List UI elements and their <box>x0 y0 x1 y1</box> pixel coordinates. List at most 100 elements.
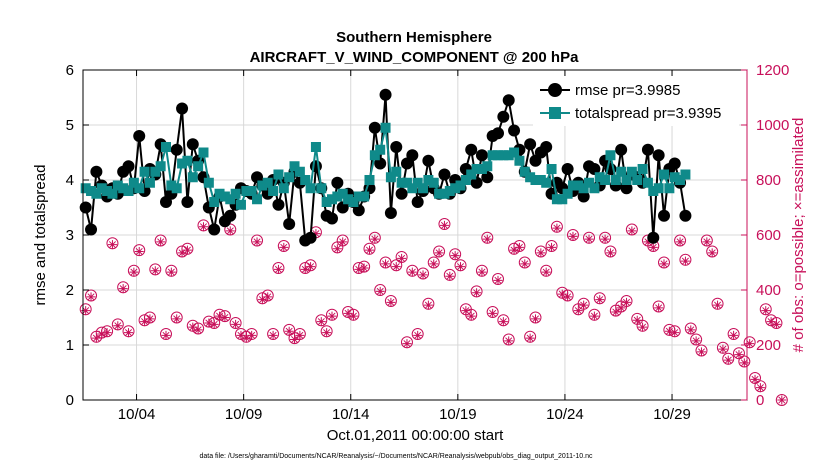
totalspread-point <box>476 164 487 174</box>
totalspread-point <box>669 172 680 183</box>
obs-assimilated-point <box>268 330 278 340</box>
obs-assimilated-point <box>209 319 219 329</box>
obs-assimilated-point <box>723 355 733 365</box>
obs-assimilated-point <box>664 326 674 336</box>
totalspread-point <box>348 197 359 207</box>
obs-assimilated-point <box>456 262 466 272</box>
rmse-point <box>465 143 478 156</box>
y2-tick-label: 1000 <box>756 117 789 134</box>
obs-assimilated-point <box>118 284 128 294</box>
totalspread-point <box>364 175 375 185</box>
obs-assimilated-point <box>755 383 765 393</box>
totalspread-point <box>230 188 241 199</box>
obs-assimilated-point <box>241 333 251 343</box>
obs-assimilated-point <box>713 300 723 310</box>
x-tick-label: 10/24 <box>546 406 584 423</box>
obs-assimilated-point <box>215 311 225 321</box>
chart-title: Southern Hemisphere <box>336 29 492 46</box>
obs-assimilated-point <box>739 358 749 368</box>
obs-assimilated-point <box>391 262 401 272</box>
obs-assimilated-point <box>472 288 482 298</box>
totalspread-point <box>423 175 434 185</box>
legend-box <box>533 76 739 126</box>
obs-assimilated-point <box>140 317 150 327</box>
totalspread-point <box>171 183 182 194</box>
obs-assimilated-point <box>386 297 396 307</box>
totalspread-point <box>203 177 214 188</box>
totalspread-point <box>509 147 520 158</box>
obs-assimilated-point <box>638 322 648 332</box>
totalspread-point <box>294 166 305 177</box>
totalspread-point <box>418 183 429 194</box>
rmse-point <box>170 143 183 156</box>
totalspread-point <box>123 186 134 196</box>
totalspread-point <box>321 197 332 207</box>
obs-assimilated-point <box>718 344 728 354</box>
obs-assimilated-point <box>204 318 214 328</box>
obs-assimilated-point <box>670 328 680 338</box>
obs-assimilated-point <box>161 330 171 340</box>
legend: rmse pr=3.9985 totalspread pr=3.9395 <box>533 76 739 126</box>
totalspread-point <box>214 188 225 199</box>
rmse-point <box>186 138 199 151</box>
obs-assimilated-point <box>134 247 144 256</box>
totalspread-point <box>439 188 450 199</box>
totalspread-point <box>305 183 316 194</box>
rmse-point <box>492 127 504 140</box>
obs-assimilated-point <box>536 248 546 258</box>
totalspread-point <box>498 150 509 161</box>
rmse-point <box>475 149 488 162</box>
totalspread-point <box>546 164 557 174</box>
obs-assimilated-point <box>338 237 348 247</box>
totalspread-point <box>428 177 439 188</box>
totalspread-point <box>166 180 177 191</box>
obs-assimilated-point <box>423 300 433 310</box>
totalspread-point <box>551 194 562 205</box>
rmse-point <box>615 143 628 156</box>
totalspread-point <box>182 155 193 166</box>
obs-assimilated-point <box>97 329 107 339</box>
totalspread-point <box>241 186 252 196</box>
obs-assimilated-point <box>156 237 166 247</box>
y-tick-label: 0 <box>66 392 74 409</box>
totalspread-point <box>198 147 209 158</box>
obs-assimilated-point <box>290 335 300 344</box>
obs-assimilated-point <box>193 325 203 335</box>
totalspread-point <box>91 188 102 199</box>
y2-tick-label: 1200 <box>756 62 789 79</box>
totalspread-point <box>193 161 204 172</box>
rmse-point <box>470 176 483 189</box>
obs-assimilated-point <box>579 300 589 310</box>
totalspread-point <box>385 172 396 183</box>
totalspread-point <box>257 180 268 191</box>
totalspread-point <box>310 142 321 152</box>
obs-assimilated-point <box>552 223 562 233</box>
obs-assimilated-point <box>632 315 642 325</box>
totalspread-point <box>139 166 150 177</box>
rmse-point <box>90 165 103 178</box>
obs-assimilated-point <box>327 311 337 321</box>
obs-assimilated-point <box>316 317 326 327</box>
obs-assimilated-point <box>686 325 696 335</box>
totalspread-point <box>102 186 113 196</box>
rmse-point <box>326 212 338 225</box>
totalspread-point <box>530 175 541 185</box>
totalspread-point <box>128 177 139 188</box>
obs-assimilated-point <box>520 259 530 269</box>
obs-assimilated-point <box>659 259 669 269</box>
obs-assimilated-point <box>91 333 101 343</box>
rmse-point <box>304 231 317 244</box>
obs-assimilated-point <box>220 313 230 322</box>
totalspread-point <box>161 142 171 152</box>
obs-assimilated-point <box>466 311 476 321</box>
totalspread-point <box>519 166 530 177</box>
totalspread-point <box>412 177 423 188</box>
obs-assimilated-point <box>247 330 257 340</box>
rmse-point <box>79 201 92 214</box>
totalspread-point <box>642 177 653 188</box>
totalspread-point <box>359 191 370 202</box>
obs-assimilated-point <box>129 267 139 277</box>
rmse-point <box>502 94 515 107</box>
rmse-point <box>176 102 189 115</box>
obs-assimilated-point <box>648 242 658 252</box>
